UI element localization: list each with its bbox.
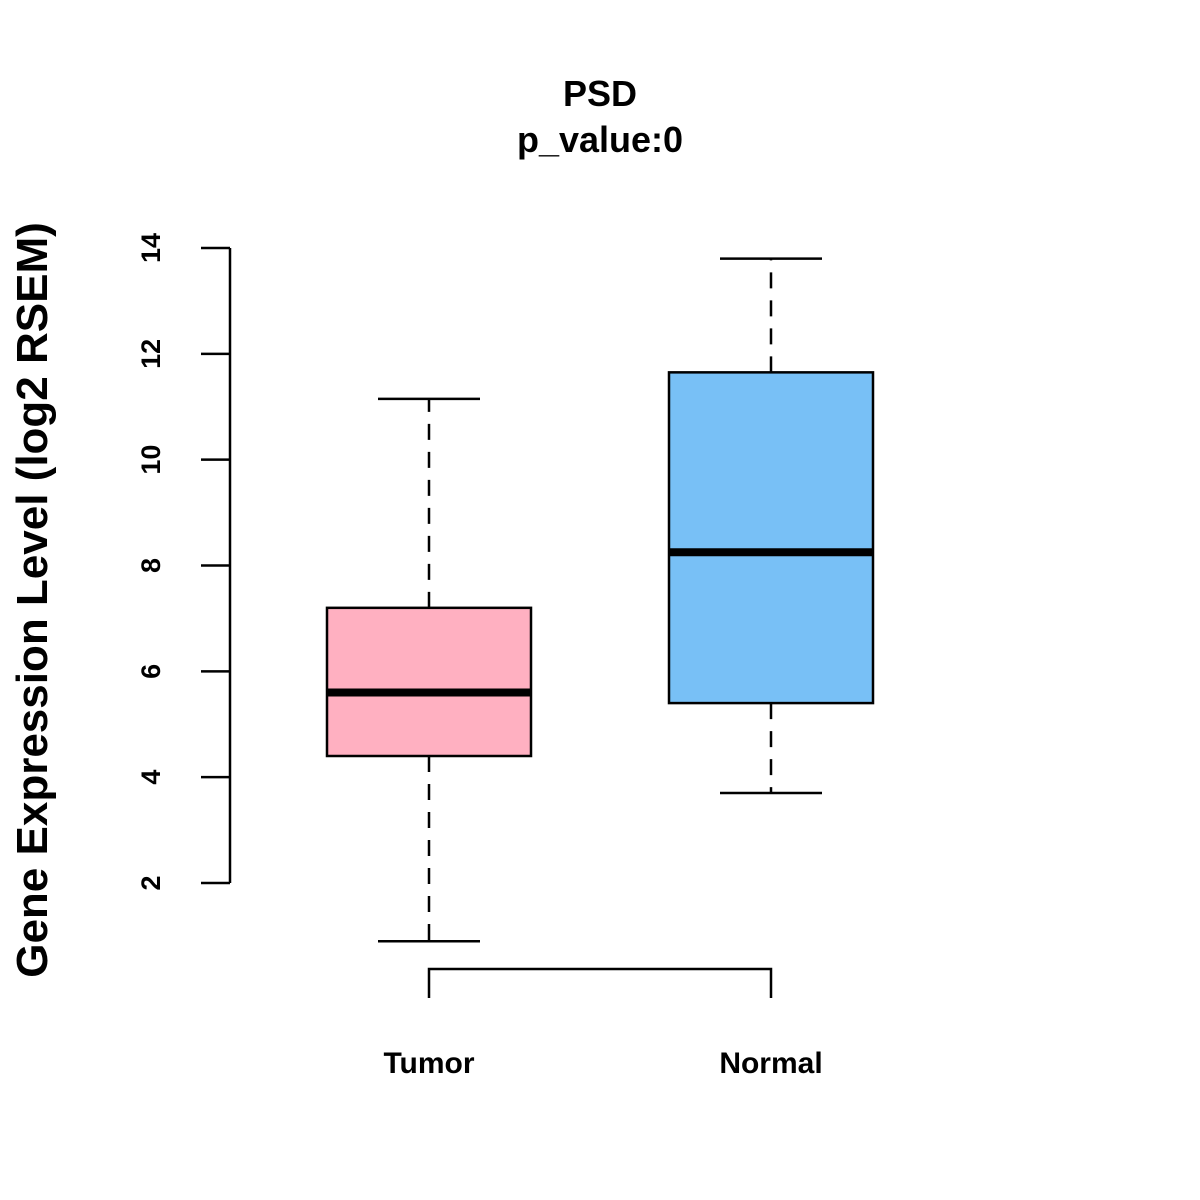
y-tick-label: 12	[136, 339, 166, 369]
y-tick-label: 4	[136, 770, 166, 785]
box-tumor	[325, 397, 533, 943]
y-tick-label: 14	[136, 233, 166, 263]
y-tick-label: 2	[136, 875, 166, 890]
iqr-box	[325, 606, 533, 758]
y-axis: 2 4 6 8 10 12 14	[136, 233, 232, 891]
bracket-line	[427, 967, 773, 998]
iqr-box	[667, 371, 875, 705]
y-axis-label: Gene Expression Level (log2 RSEM)	[8, 222, 57, 978]
comparison-bracket	[427, 967, 773, 998]
y-tick-label: 8	[136, 558, 166, 573]
chart-title: PSD	[563, 73, 637, 114]
y-tick-label: 10	[136, 445, 166, 475]
y-tick-label: 6	[136, 664, 166, 679]
boxes	[325, 257, 875, 943]
category-label-tumor: Tumor	[383, 1047, 474, 1080]
chart-subtitle: p_value:0	[517, 119, 683, 160]
box-normal	[667, 257, 875, 795]
category-label-normal: Normal	[719, 1047, 822, 1080]
category-labels: Tumor Normal	[383, 1047, 822, 1080]
